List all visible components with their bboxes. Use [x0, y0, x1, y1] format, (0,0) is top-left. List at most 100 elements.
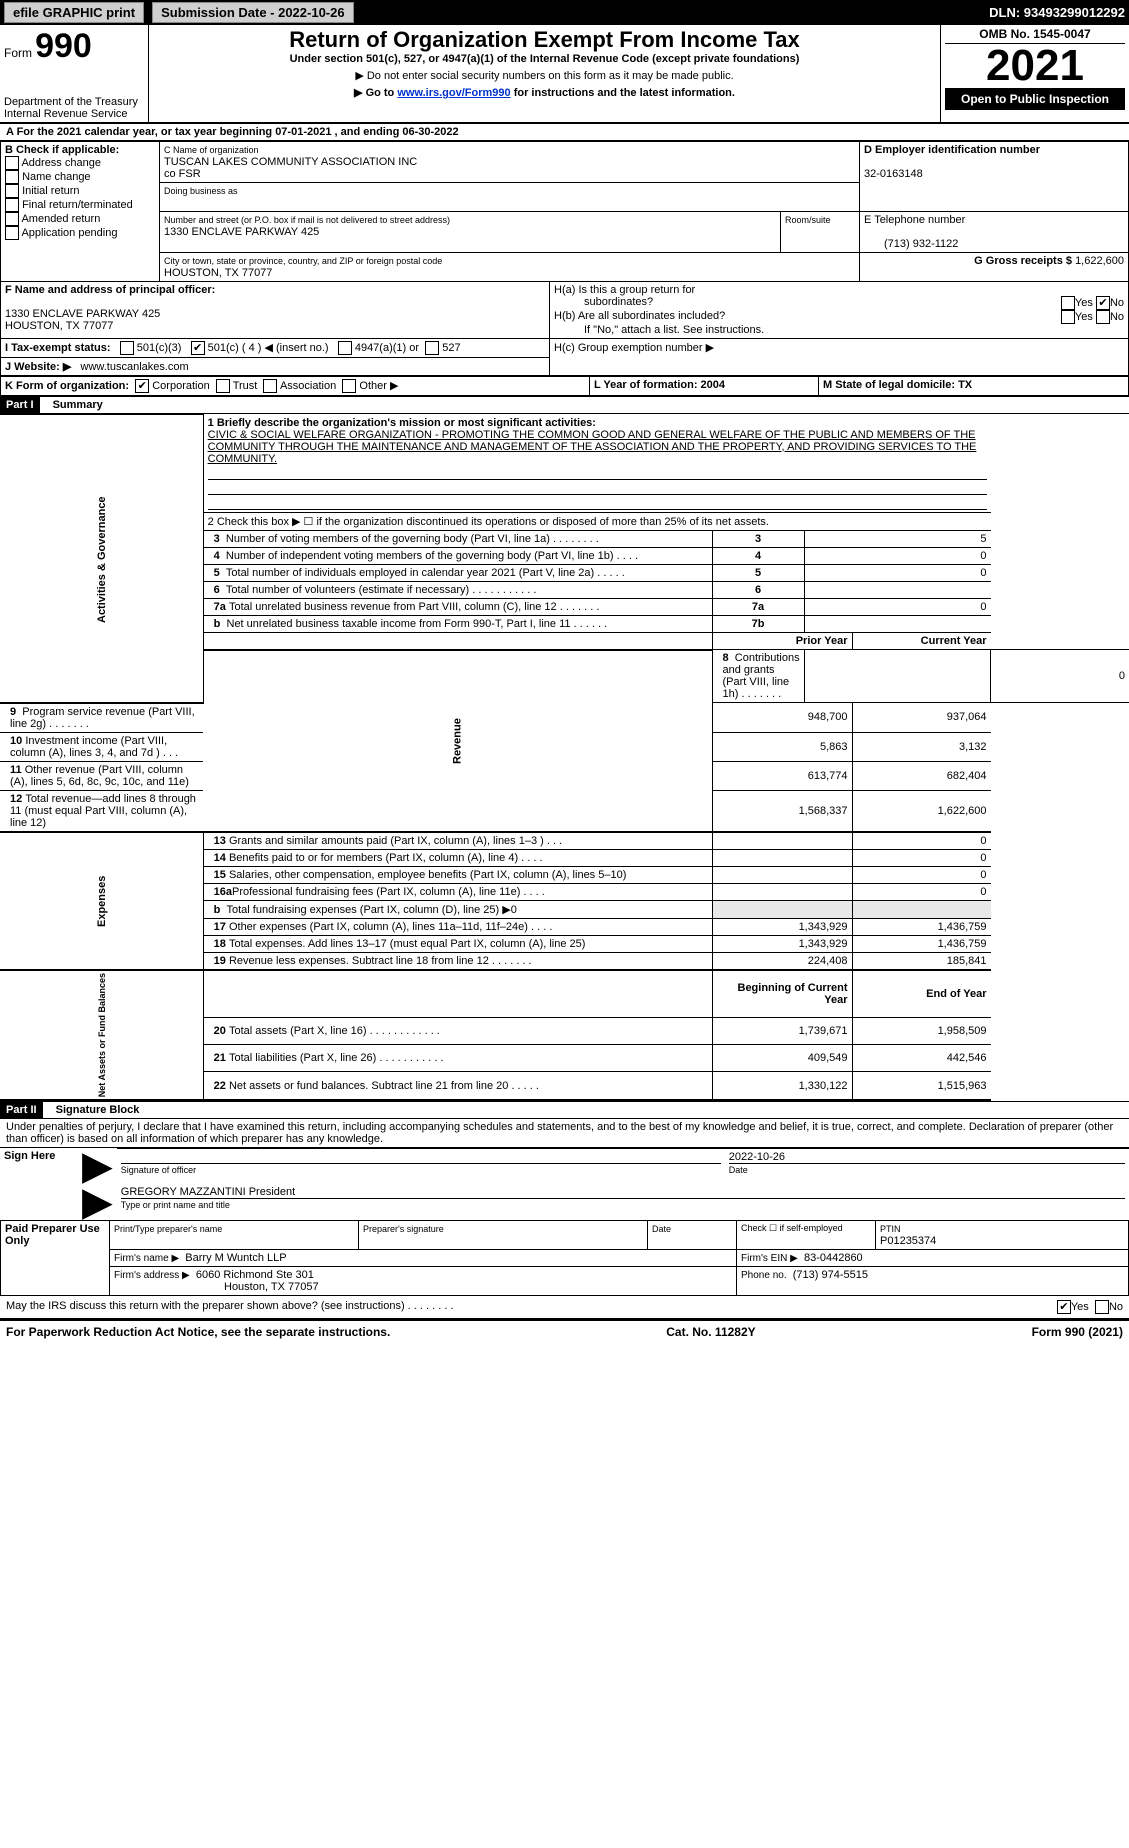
- firm-addr1: 6060 Richmond Ste 301: [196, 1269, 314, 1281]
- may-irs-label: May the IRS discuss this return with the…: [6, 1300, 454, 1314]
- irs-link[interactable]: www.irs.gov/Form990: [397, 87, 510, 99]
- 501c3-checkbox[interactable]: [120, 341, 134, 355]
- page-footer: For Paperwork Reduction Act Notice, see …: [0, 1320, 1129, 1343]
- mission-blank-line: [208, 495, 987, 510]
- current-year-header: Current Year: [852, 632, 991, 650]
- pra-notice: For Paperwork Reduction Act Notice, see …: [6, 1325, 390, 1339]
- hb-no-checkbox[interactable]: [1096, 310, 1110, 324]
- amended-return-checkbox[interactable]: [5, 212, 19, 226]
- part2-header-row: Part II Signature Block: [0, 1101, 1129, 1119]
- dept-treasury: Department of the Treasury: [4, 96, 138, 108]
- final-return-label: Final return/terminated: [22, 199, 133, 211]
- sign-here-label: Sign Here: [0, 1148, 78, 1220]
- d-ein-label: D Employer identification number: [864, 144, 1040, 156]
- k-assoc-checkbox[interactable]: [263, 379, 277, 393]
- website-value: www.tuscanlakes.com: [81, 361, 189, 373]
- dln-label: DLN: 93493299012292: [989, 5, 1125, 20]
- cat-no: Cat. No. 11282Y: [666, 1325, 755, 1339]
- paid-preparer-block: Paid Preparer Use Only Print/Type prepar…: [0, 1220, 1129, 1296]
- hc-label: H(c) Group exemption number ▶: [554, 342, 714, 354]
- mission-text: CIVIC & SOCIAL WELFARE ORGANIZATION - PR…: [208, 429, 977, 465]
- efile-badge: efile GRAPHIC print: [4, 2, 144, 23]
- identity-block: B Check if applicable: Address change Na…: [0, 141, 1129, 282]
- k-trust-checkbox[interactable]: [216, 379, 230, 393]
- firm-addr2: Houston, TX 77057: [114, 1281, 319, 1293]
- room-label: Room/suite: [785, 215, 831, 225]
- vtab-activities-governance: Activities & Governance: [0, 415, 203, 703]
- application-pending-checkbox[interactable]: [5, 226, 19, 240]
- ha-yes-checkbox[interactable]: [1061, 296, 1075, 310]
- part1-header-row: Part I Summary: [0, 396, 1129, 414]
- initial-return-checkbox[interactable]: [5, 184, 19, 198]
- k-other-checkbox[interactable]: [342, 379, 356, 393]
- vtab-revenue: Revenue: [203, 650, 712, 832]
- street-value: 1330 ENCLAVE PARKWAY 425: [164, 226, 319, 238]
- final-return-checkbox[interactable]: [5, 198, 19, 212]
- summary-table: Activities & Governance 1 Briefly descri…: [0, 414, 1129, 1101]
- g-receipts-value: 1,622,600: [1075, 255, 1124, 267]
- sig-date-value: 2022-10-26: [729, 1151, 1125, 1164]
- j-website-label: J Website: ▶: [5, 361, 71, 373]
- org-name: TUSCAN LAKES COMMUNITY ASSOCIATION INC: [164, 156, 417, 168]
- b-check-label: B Check if applicable:: [5, 144, 119, 156]
- top-bar: efile GRAPHIC print Submission Date - 20…: [0, 0, 1129, 25]
- preparer-print-label: Print/Type preparer's name: [114, 1224, 222, 1234]
- prior-year-header: Prior Year: [712, 632, 852, 650]
- 501c-checkbox[interactable]: ✔: [191, 341, 205, 355]
- mission-blank-line: [208, 480, 987, 495]
- part2-label: Part II: [0, 1102, 43, 1118]
- form-title: Return of Organization Exempt From Incom…: [153, 27, 936, 53]
- address-change-label: Address change: [21, 157, 101, 169]
- sig-type-label: Type or print name and title: [121, 1200, 230, 1210]
- goto-prefix: ▶ Go to: [354, 87, 397, 99]
- form-header: Form 990 Department of the Treasury Inte…: [0, 25, 1129, 124]
- l-year-formation: L Year of formation: 2004: [594, 379, 725, 391]
- ha-label2: subordinates?: [554, 296, 653, 310]
- bracket-icon: ▶: [82, 1180, 113, 1224]
- phone-value: (713) 932-1122: [864, 238, 958, 250]
- goto-suffix: for instructions and the latest informat…: [514, 87, 735, 99]
- ein-value: 32-0163148: [864, 168, 923, 180]
- may-irs-yes-checkbox[interactable]: ✔: [1057, 1300, 1071, 1314]
- firm-ein-label: Firm's EIN ▶: [741, 1253, 798, 1264]
- hb-label: H(b) Are all subordinates included?: [554, 310, 725, 324]
- ptin-value: P01235374: [880, 1235, 936, 1247]
- ptin-label: PTIN: [880, 1224, 901, 1234]
- ssn-notice: ▶ Do not enter social security numbers o…: [153, 69, 936, 82]
- address-change-checkbox[interactable]: [5, 156, 19, 170]
- beginning-year-header: Beginning of Current Year: [712, 970, 852, 1017]
- officer-h-block: F Name and address of principal officer:…: [0, 282, 1129, 376]
- mission-label: 1 Briefly describe the organization's mi…: [208, 417, 596, 429]
- amended-return-label: Amended return: [21, 213, 100, 225]
- firm-name-label: Firm's name ▶: [114, 1253, 179, 1264]
- street-label: Number and street (or P.O. box if mail i…: [164, 215, 450, 225]
- c-name-label: C Name of organization: [164, 145, 259, 155]
- vtab-net-assets: Net Assets or Fund Balances: [0, 970, 203, 1100]
- hb-note: If "No," attach a list. See instructions…: [554, 324, 1124, 336]
- 527-checkbox[interactable]: [425, 341, 439, 355]
- part1-label: Part I: [0, 397, 40, 413]
- firm-ein-value: 83-0442860: [804, 1252, 863, 1264]
- city-value: HOUSTON, TX 77077: [164, 267, 272, 279]
- hb-yes-checkbox[interactable]: [1061, 310, 1075, 324]
- 4947-checkbox[interactable]: [338, 341, 352, 355]
- g-receipts-label: G Gross receipts $: [974, 255, 1075, 267]
- sign-here-block: Sign Here ▶ Signature of officer 2022-10…: [0, 1148, 1129, 1221]
- end-year-header: End of Year: [852, 970, 991, 1017]
- ha-no-checkbox[interactable]: ✔: [1096, 296, 1110, 310]
- dept-irs: Internal Revenue Service: [4, 108, 128, 120]
- self-employed-check: Check ☐ if self-employed: [737, 1221, 876, 1250]
- may-irs-no-checkbox[interactable]: [1095, 1300, 1109, 1314]
- ha-label1: H(a) Is this a group return for: [554, 284, 695, 296]
- sig-officer-label: Signature of officer: [121, 1165, 196, 1175]
- firm-addr-label: Firm's address ▶: [114, 1270, 190, 1281]
- form-prefix: Form: [4, 46, 32, 60]
- may-irs-row: May the IRS discuss this return with the…: [0, 1296, 1129, 1320]
- officer-addr2: HOUSTON, TX 77077: [5, 320, 113, 332]
- sigblock-label: Signature Block: [46, 1104, 140, 1116]
- open-to-public-badge: Open to Public Inspection: [945, 88, 1125, 110]
- summary-label: Summary: [43, 399, 103, 411]
- mission-blank-line: [208, 465, 987, 480]
- name-change-checkbox[interactable]: [5, 170, 19, 184]
- k-corp-checkbox[interactable]: ✔: [135, 379, 149, 393]
